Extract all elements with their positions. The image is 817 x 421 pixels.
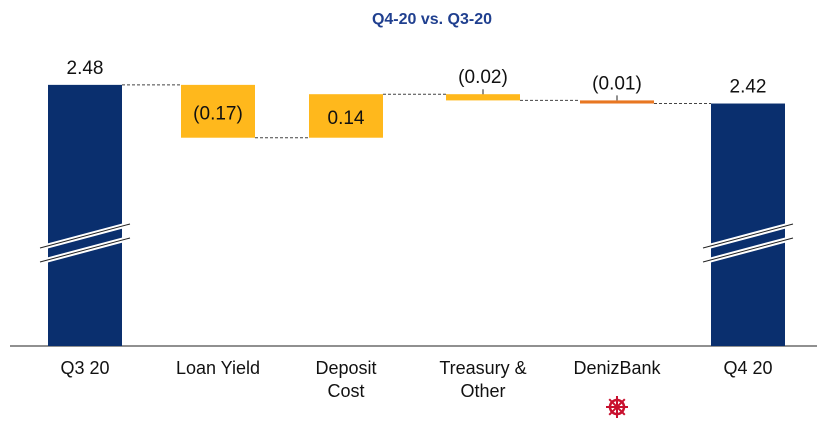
value-label: (0.17) <box>193 103 243 124</box>
axis-break-edge <box>39 223 131 249</box>
bar <box>711 103 785 347</box>
x-tick-label: Treasury & Other <box>439 358 527 401</box>
value-label: 0.14 <box>328 108 365 129</box>
logo-spoke <box>608 406 618 416</box>
x-tick-label: Q3 20 <box>60 358 110 378</box>
x-tick-label: Q4 20 <box>723 358 773 378</box>
bar <box>181 84 255 138</box>
value-label: 2.42 <box>730 77 767 98</box>
bar <box>580 100 654 104</box>
logo-spoke <box>616 406 626 416</box>
bar <box>309 94 383 138</box>
bar <box>446 94 520 101</box>
x-tick-label: Loan Yield <box>175 358 261 378</box>
x-tick-label: Deposit Cost <box>315 358 377 401</box>
logo-spoke <box>616 398 626 408</box>
logo-spoke <box>608 398 618 408</box>
bar <box>48 84 122 346</box>
value-label: 2.48 <box>67 58 104 79</box>
axis-break-edge <box>702 237 794 263</box>
axis-break-edge <box>39 237 131 263</box>
x-tick-label: DenizBank <box>573 358 661 378</box>
value-label: (0.02) <box>458 67 508 88</box>
value-label: (0.01) <box>592 73 642 94</box>
axis-break-edge <box>702 223 794 249</box>
chart-title: Q4-20 vs. Q3-20 <box>372 11 492 28</box>
